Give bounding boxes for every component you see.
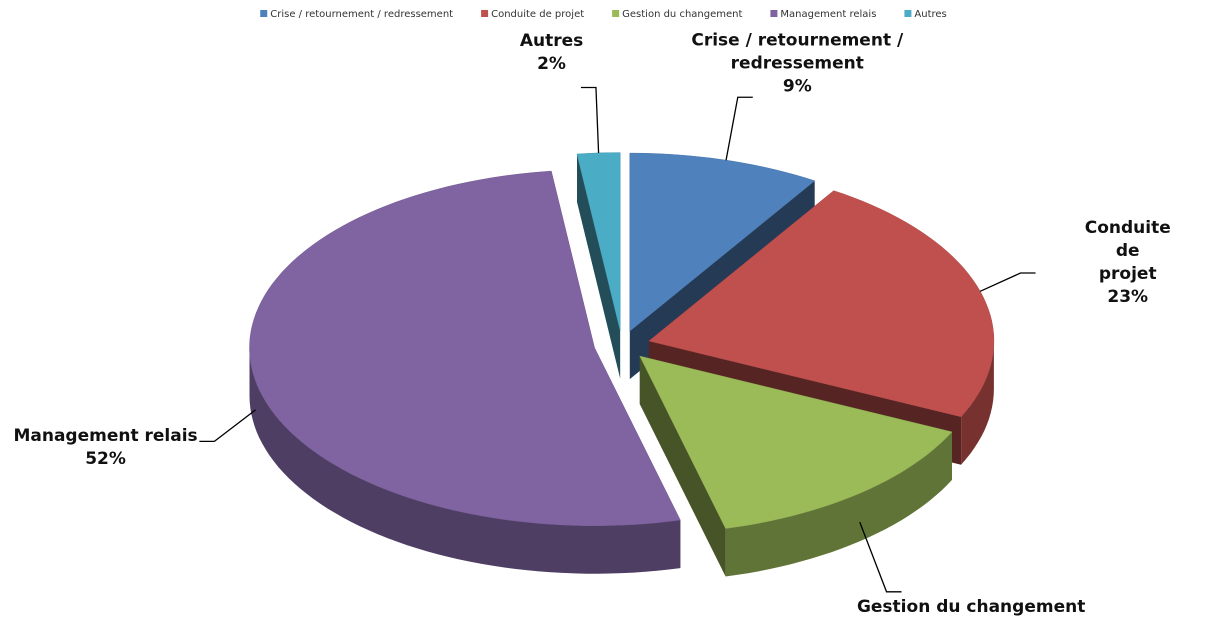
label-value: 52% xyxy=(85,448,126,469)
label-name: Autres xyxy=(519,30,584,51)
data-label: Autres 2% xyxy=(520,30,583,76)
label-name: Conduite de projet xyxy=(1084,218,1171,285)
slice-top xyxy=(629,152,816,332)
slice-top xyxy=(249,170,681,526)
leader-line xyxy=(199,409,257,442)
slice xyxy=(639,355,953,577)
legend-label: Autres xyxy=(914,9,946,20)
legend-swatch xyxy=(481,10,489,17)
slice-top xyxy=(639,355,953,529)
legend-label: Crise / retournement / redressement xyxy=(270,9,453,20)
slice xyxy=(249,170,681,574)
legend: Crise / retournement / redressement Condu… xyxy=(260,9,947,20)
leader-line xyxy=(725,96,753,161)
legend-label: Management relais xyxy=(780,9,876,20)
label-name: Management relais xyxy=(13,425,198,446)
label-name: Gestion du changement xyxy=(856,596,1086,617)
legend-swatch xyxy=(260,10,268,17)
data-label: Conduite de projet 23% xyxy=(1085,217,1171,309)
slice-side xyxy=(961,341,994,465)
slice-side xyxy=(249,347,681,574)
data-label: Gestion du changement 14% xyxy=(857,596,1085,621)
legend-label: Gestion du changement xyxy=(622,9,742,20)
label-value: 2% xyxy=(537,53,566,74)
label-value: 9% xyxy=(782,76,812,97)
slice xyxy=(576,152,621,379)
leader-line xyxy=(979,272,1036,292)
slice-face xyxy=(639,356,726,577)
leader-line xyxy=(859,521,902,593)
data-label: Crise / retournement / redressement 9% xyxy=(677,29,917,98)
label-name: Crise / retournement / redressement xyxy=(691,30,904,74)
leader-line xyxy=(580,86,600,153)
legend-label: Conduite de projet xyxy=(491,9,584,20)
slice-face xyxy=(577,154,621,379)
label-value: 23% xyxy=(1107,287,1149,308)
label-value: 14% xyxy=(951,620,992,621)
data-label: Management relais 52% xyxy=(13,425,197,471)
slice-side xyxy=(725,431,952,577)
legend-swatch xyxy=(612,10,620,17)
legend-swatch xyxy=(904,10,912,17)
legend-swatch xyxy=(770,10,778,17)
